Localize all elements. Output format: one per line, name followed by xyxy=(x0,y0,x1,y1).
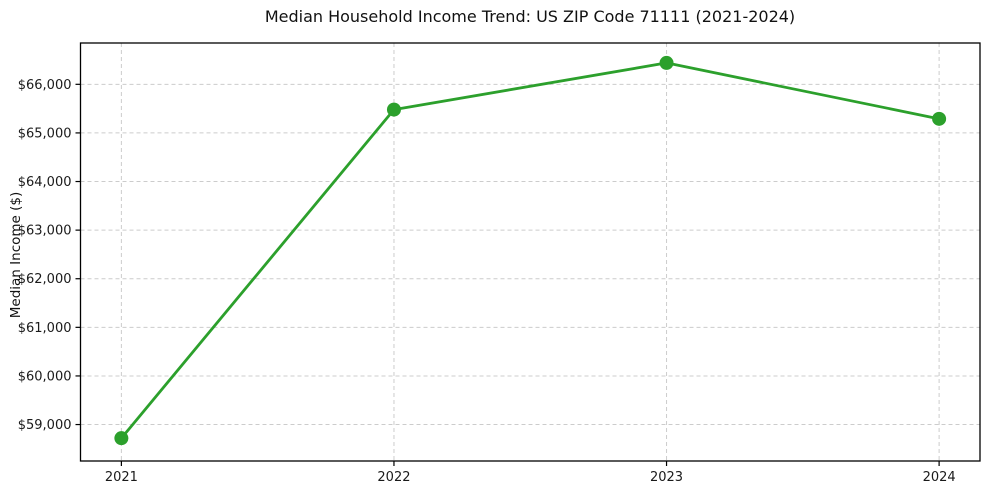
chart-title: Median Household Income Trend: US ZIP Co… xyxy=(264,7,796,26)
y-tick-label: $65,000 xyxy=(18,126,72,141)
y-tick-label: $63,000 xyxy=(18,224,72,239)
x-tick-label: 2022 xyxy=(377,470,410,485)
data-point xyxy=(114,431,129,446)
data-point xyxy=(386,102,401,117)
y-tick-label: $62,000 xyxy=(18,272,72,287)
x-tick-label: 2023 xyxy=(650,470,683,485)
x-tick-label: 2024 xyxy=(923,470,956,485)
data-point xyxy=(659,55,674,70)
y-tick-label: $60,000 xyxy=(18,369,72,384)
trend-line xyxy=(119,61,941,440)
plot-border xyxy=(79,42,981,462)
x-tick-label: 2021 xyxy=(105,470,138,485)
y-tick-label: $64,000 xyxy=(18,175,72,190)
data-point xyxy=(932,111,947,126)
y-tick-label: $66,000 xyxy=(18,78,72,93)
y-tick-label: $61,000 xyxy=(18,321,72,336)
y-tick-label: $59,000 xyxy=(18,418,72,433)
